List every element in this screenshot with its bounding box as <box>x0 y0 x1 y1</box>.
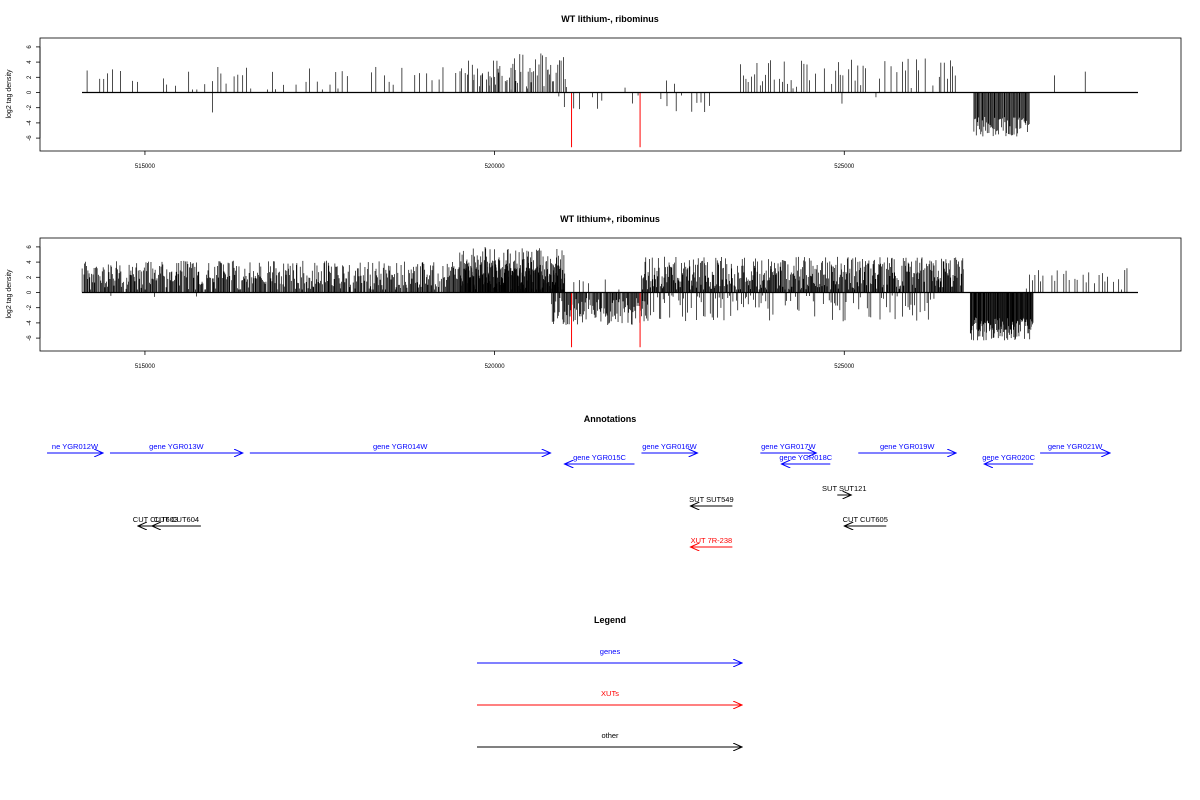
feature-label: gene YGR013W <box>149 442 204 451</box>
feature-label: CUT CUT603 <box>133 515 178 524</box>
feature-label: gene YGR015C <box>573 453 626 462</box>
y-tick-label: -4 <box>27 320 33 326</box>
axes: 6 4 2 0 -2 -4 -6 515000 520000 525000 <box>27 45 1138 170</box>
signal-bars <box>81 247 1128 348</box>
feature-label: CUT CUT605 <box>843 515 888 524</box>
feature-label: SUT SUT549 <box>689 495 733 504</box>
feature-arrows: ne YGR012W gene YGR013W gene YGR014W gene Y… <box>47 442 1110 547</box>
chart-title: WT lithium+, ribominus <box>560 214 660 224</box>
feature-label: XUT 7R-238 <box>691 536 733 545</box>
feature-label: gene YGR021W <box>1048 442 1103 451</box>
y-tick-label: -2 <box>27 104 33 110</box>
legend-title: Legend <box>594 615 626 625</box>
feature-label: gene YGR019W <box>880 442 935 451</box>
y-tick-label: -6 <box>27 135 33 141</box>
y-tick-label: 4 <box>27 260 33 264</box>
track-panel-lithium-minus: WT lithium-, ribominus log2 tag density … <box>6 14 1182 170</box>
y-axis-label: log2 tag density <box>6 269 13 319</box>
feature-label: ne YGR012W <box>52 442 99 451</box>
y-tick-label: 6 <box>27 245 33 249</box>
y-tick-label: -4 <box>27 120 33 126</box>
feature-label: gene YGR017W <box>761 442 816 451</box>
y-tick-label: 4 <box>27 60 33 64</box>
legend-label: XUTs <box>601 689 619 698</box>
y-tick-label: 6 <box>27 45 33 49</box>
y-axis-label: log2 tag density <box>6 69 13 119</box>
feature-label: CUT CUT604 <box>154 515 199 524</box>
feature-label: gene YGR020C <box>982 453 1035 462</box>
axes: 6 4 2 0 -2 -4 -6 515000 520000 525000 <box>27 245 1138 370</box>
legend-label: other <box>601 731 619 740</box>
y-tick-label: 0 <box>27 290 33 294</box>
track-panel-lithium-plus: WT lithium+, ribominus log2 tag density … <box>6 214 1182 370</box>
x-tick-label: 520000 <box>485 364 506 370</box>
chart-title: WT lithium-, ribominus <box>561 14 659 24</box>
signal-bars <box>86 53 1086 148</box>
annotations-track: Annotations ne YGR012W gene YGR013W gene Y… <box>47 414 1110 547</box>
annotations-title: Annotations <box>584 414 637 424</box>
feature-label: gene YGR014W <box>373 442 428 451</box>
x-tick-label: 520000 <box>485 164 506 170</box>
y-tick-label: 2 <box>27 75 33 79</box>
x-tick-label: 525000 <box>834 364 855 370</box>
x-tick-label: 525000 <box>834 164 855 170</box>
y-tick-label: 2 <box>27 275 33 279</box>
feature-label: gene YGR016W <box>642 442 697 451</box>
legend-items: genes XUTs other <box>477 647 742 747</box>
x-tick-label: 515000 <box>135 364 156 370</box>
y-tick-label: 0 <box>27 90 33 94</box>
feature-label: SUT SUT121 <box>822 484 866 493</box>
y-tick-label: -6 <box>27 335 33 341</box>
y-tick-label: -2 <box>27 304 33 310</box>
legend-label: genes <box>600 647 621 656</box>
x-tick-label: 515000 <box>135 164 156 170</box>
feature-label: gene YGR018C <box>779 453 832 462</box>
legend: Legend genes XUTs other <box>477 615 742 747</box>
